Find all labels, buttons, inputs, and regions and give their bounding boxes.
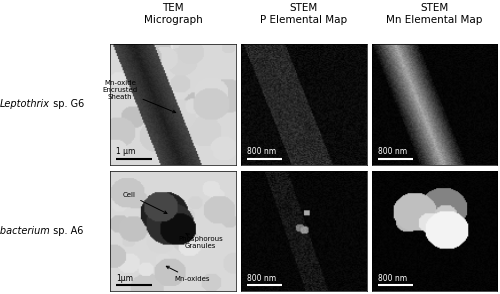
Text: sp. A6: sp. A6 — [50, 226, 84, 236]
Text: 800 nm: 800 nm — [247, 274, 276, 283]
Text: Cell: Cell — [122, 192, 167, 213]
Text: STEM
Mn Elemental Map: STEM Mn Elemental Map — [386, 3, 483, 24]
Text: Leptothrix: Leptothrix — [0, 99, 50, 109]
Text: 1 μm: 1 μm — [116, 147, 136, 156]
Text: 1μm: 1μm — [116, 274, 134, 283]
Text: TEM
Micrograph: TEM Micrograph — [144, 3, 203, 24]
Text: Mn-oxides: Mn-oxides — [166, 266, 210, 282]
Text: 800 nm: 800 nm — [378, 147, 407, 156]
Text: Phosphorous
Granules: Phosphorous Granules — [178, 233, 223, 249]
Text: Mn-oxide
Encrusted
Sheath: Mn-oxide Encrusted Sheath — [102, 80, 176, 113]
Text: Janthinobacterium: Janthinobacterium — [0, 226, 50, 236]
Text: 800 nm: 800 nm — [378, 274, 407, 283]
Text: sp. G6: sp. G6 — [50, 99, 84, 109]
Text: 800 nm: 800 nm — [247, 147, 276, 156]
Text: STEM
P Elemental Map: STEM P Elemental Map — [260, 3, 348, 24]
